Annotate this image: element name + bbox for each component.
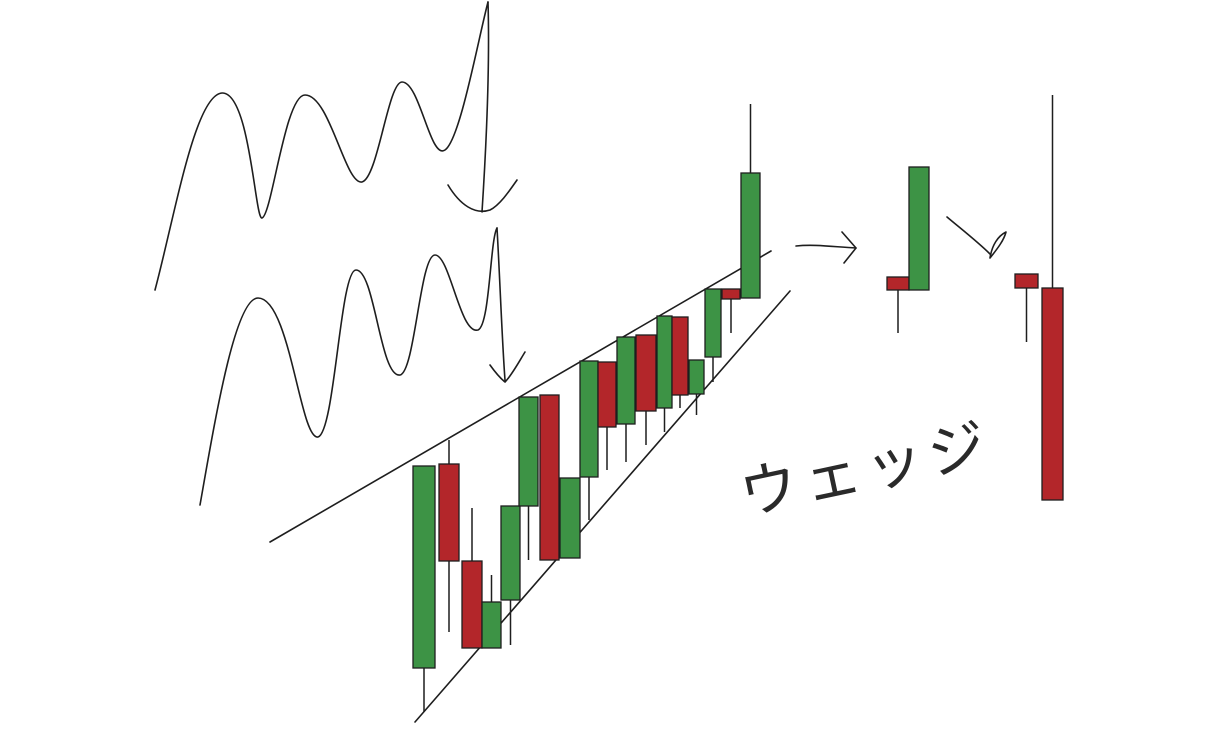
- bearish-candle: [671, 316, 689, 396]
- wave-sketch-lower: [199, 227, 526, 506]
- bullish-candle: [908, 166, 930, 291]
- bearish-candle: [539, 394, 560, 561]
- bearish-candle: [438, 463, 460, 562]
- bullish-candle: [740, 172, 761, 299]
- rising-wedge-lower-line: [414, 290, 791, 723]
- bullish-candle: [616, 336, 636, 425]
- wave-sketch-upper: [154, 1, 518, 291]
- breakout-arrow: [795, 231, 857, 264]
- bullish-candle: [688, 359, 705, 395]
- bearish-candle: [1014, 273, 1039, 289]
- bullish-candle: [704, 288, 722, 358]
- two-candle-pattern: [886, 166, 930, 333]
- bullish-candle: [579, 360, 599, 478]
- reversal-candle-pattern: [1014, 95, 1064, 501]
- bullish-candle: [518, 396, 539, 507]
- down-arrow-icon: [489, 227, 526, 383]
- arrow-head-icon: [841, 231, 857, 264]
- bearish-candle: [461, 560, 483, 649]
- arrow-head-icon: [989, 231, 1007, 259]
- annotation-label: ウェッジ: [734, 409, 999, 529]
- bearish-candle: [635, 334, 657, 412]
- bullish-candle: [481, 601, 502, 649]
- bullish-candle: [412, 465, 436, 669]
- bearish-candle: [721, 288, 741, 300]
- bearish-candle: [597, 361, 617, 428]
- candlestick-group-wedge: [412, 104, 761, 712]
- bullish-candle: [559, 477, 581, 559]
- transition-arrow: [946, 216, 1007, 259]
- bullish-candle: [656, 315, 673, 409]
- bullish-candle: [500, 505, 521, 601]
- bearish-candle: [1041, 287, 1064, 501]
- bearish-candle: [886, 276, 910, 291]
- down-arrow-icon: [447, 1, 518, 213]
